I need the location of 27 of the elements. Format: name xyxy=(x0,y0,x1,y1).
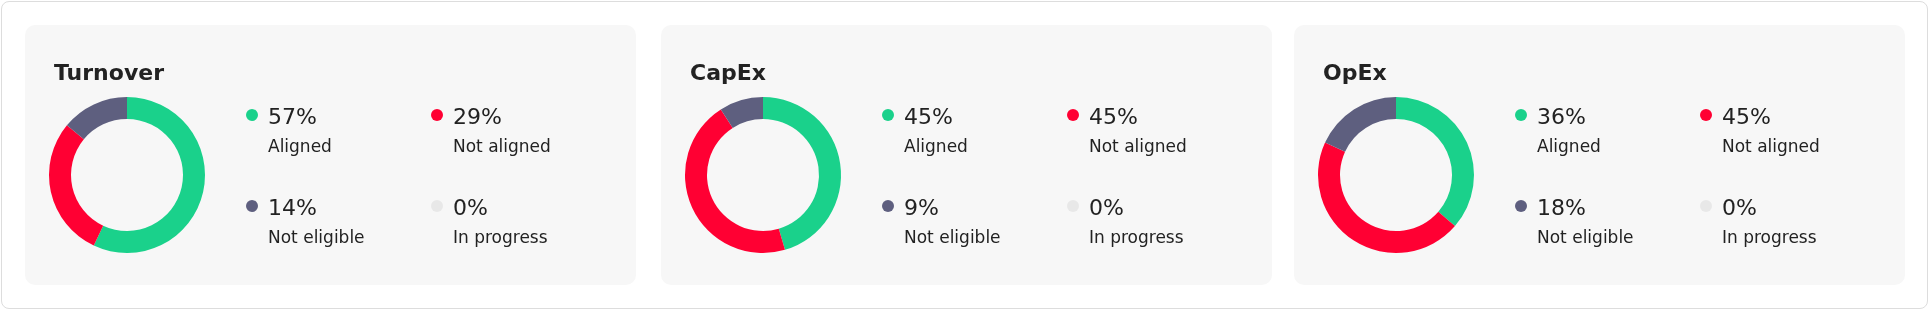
data-label: 45% xyxy=(904,103,954,131)
legend-label: Not eligible xyxy=(268,226,365,249)
data-label: 14% xyxy=(268,194,318,222)
legend-label: In progress xyxy=(1089,226,1184,249)
data-label: 36% xyxy=(1537,103,1587,131)
chart-title: CapEx xyxy=(690,59,766,85)
legend-label: Not eligible xyxy=(904,226,1001,249)
legend-label: Aligned xyxy=(904,135,968,158)
chart-title: Turnover xyxy=(54,59,165,85)
data-label: 45% xyxy=(1089,103,1139,131)
data-label: 29% xyxy=(453,103,503,131)
legend-label: In progress xyxy=(1722,226,1817,249)
data-label: 45% xyxy=(1722,103,1772,131)
text: 0% xyxy=(1089,195,1124,220)
legend-label: Not eligible xyxy=(1537,226,1634,249)
chart-title: OpEx xyxy=(1323,59,1387,85)
legend-label: Aligned xyxy=(1537,135,1601,158)
data-label: 18% xyxy=(1537,194,1587,222)
legend-label: In progress xyxy=(453,226,548,249)
legend-label: Not aligned xyxy=(453,135,551,158)
text: 0% xyxy=(453,195,488,220)
legend-label: Not aligned xyxy=(1089,135,1187,158)
legend-label: Not aligned xyxy=(1722,135,1820,158)
legend-label: Aligned xyxy=(268,135,332,158)
data-label: 57% xyxy=(268,103,318,131)
data-label: 9% xyxy=(904,194,940,222)
text: 0% xyxy=(1722,195,1757,220)
